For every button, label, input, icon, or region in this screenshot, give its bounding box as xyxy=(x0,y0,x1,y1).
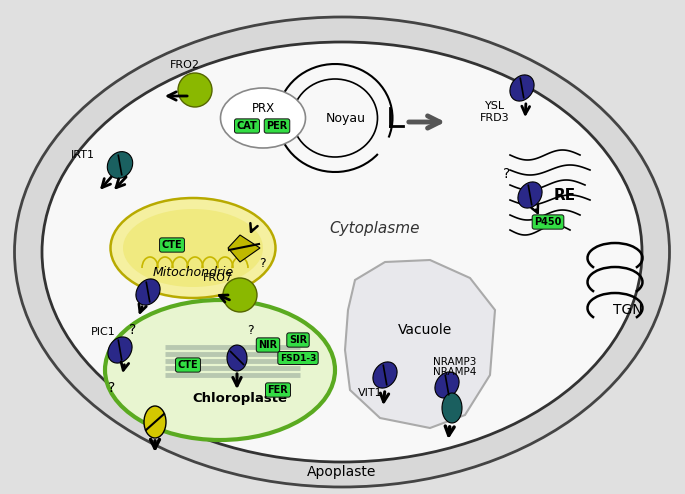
Text: VIT1: VIT1 xyxy=(358,388,382,398)
Text: Noyau: Noyau xyxy=(326,112,366,124)
Text: RE: RE xyxy=(554,188,576,203)
Text: ?: ? xyxy=(129,323,136,337)
Text: ?: ? xyxy=(247,324,253,336)
Text: CTE: CTE xyxy=(177,360,199,370)
Text: FRO7: FRO7 xyxy=(203,273,233,283)
Text: Cytoplasme: Cytoplasme xyxy=(329,220,421,236)
Text: Chloroplaste: Chloroplaste xyxy=(192,392,288,405)
Text: PER: PER xyxy=(266,121,288,131)
Ellipse shape xyxy=(123,209,263,287)
Text: NRAMP3: NRAMP3 xyxy=(434,357,477,367)
Ellipse shape xyxy=(105,300,335,440)
Text: PIC1: PIC1 xyxy=(90,327,115,337)
Ellipse shape xyxy=(108,152,133,178)
Polygon shape xyxy=(228,235,260,262)
Ellipse shape xyxy=(136,279,160,305)
Text: ?: ? xyxy=(503,167,510,181)
Text: FSD1-3: FSD1-3 xyxy=(279,354,316,363)
Ellipse shape xyxy=(144,406,166,438)
Text: PRX: PRX xyxy=(251,101,275,115)
Circle shape xyxy=(223,278,257,312)
Text: P450: P450 xyxy=(534,217,562,227)
Text: YSL
FRD3: YSL FRD3 xyxy=(480,101,510,123)
Text: SIR: SIR xyxy=(289,335,307,345)
Text: TGN: TGN xyxy=(613,303,643,317)
Ellipse shape xyxy=(518,182,542,208)
Ellipse shape xyxy=(108,337,132,363)
Text: Mitochondrie: Mitochondrie xyxy=(152,265,234,279)
Ellipse shape xyxy=(510,75,534,101)
Circle shape xyxy=(178,73,212,107)
Text: FER: FER xyxy=(268,385,288,395)
Text: Apoplaste: Apoplaste xyxy=(308,465,377,479)
Text: NIR: NIR xyxy=(258,340,277,350)
Text: CAT: CAT xyxy=(236,121,258,131)
Ellipse shape xyxy=(110,198,275,298)
Text: FRO2: FRO2 xyxy=(170,60,200,70)
Text: Vacuole: Vacuole xyxy=(398,323,452,337)
Ellipse shape xyxy=(442,393,462,423)
Text: CTE: CTE xyxy=(162,240,182,250)
Polygon shape xyxy=(345,260,495,428)
Ellipse shape xyxy=(435,372,459,398)
Ellipse shape xyxy=(14,17,669,487)
Text: ?: ? xyxy=(108,381,116,395)
Text: IRT1: IRT1 xyxy=(71,150,95,160)
Ellipse shape xyxy=(42,42,642,462)
Text: ?: ? xyxy=(259,256,265,270)
Ellipse shape xyxy=(373,362,397,388)
Ellipse shape xyxy=(227,345,247,371)
Ellipse shape xyxy=(221,88,306,148)
Text: NRAMP4: NRAMP4 xyxy=(434,367,477,377)
